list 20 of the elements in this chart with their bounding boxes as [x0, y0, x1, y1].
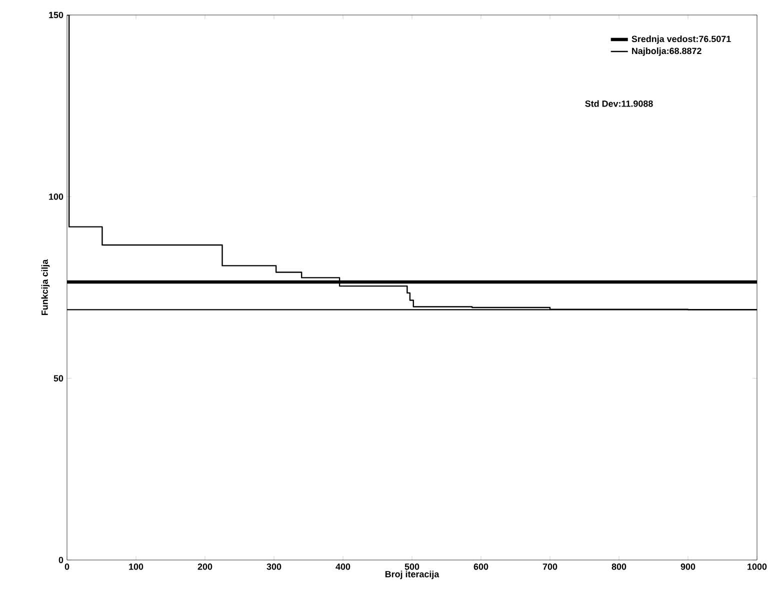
x-tick-label: 900	[680, 564, 696, 570]
x-tick-label: 300	[266, 564, 282, 570]
y-axis-title: Funkcija cilja	[41, 259, 50, 316]
x-tick-label: 0	[64, 564, 70, 570]
legend-label: Najbolja:68.8872	[632, 48, 702, 56]
x-tick-label: 600	[474, 564, 488, 570]
x-tick-label: 400	[336, 564, 350, 570]
x-axis-title: Broj iteracija	[385, 570, 440, 580]
x-tick-label: 800	[612, 564, 626, 570]
y-tick-label: 150	[49, 12, 64, 18]
y-tick-label: 100	[49, 193, 64, 200]
annotation: Std Dev:11.9088	[585, 100, 653, 107]
x-tick-label: 700	[542, 564, 558, 570]
x-tick-label: 1000	[748, 564, 767, 570]
x-tick-label: 100	[129, 564, 144, 570]
legend-label: Srednja vedost:76.5071	[632, 36, 731, 44]
x-tick-label: 200	[198, 564, 212, 570]
y-tick-label: 50	[54, 375, 64, 382]
x-tick-label: 500	[404, 564, 420, 570]
y-tick-label: 0	[58, 556, 64, 564]
